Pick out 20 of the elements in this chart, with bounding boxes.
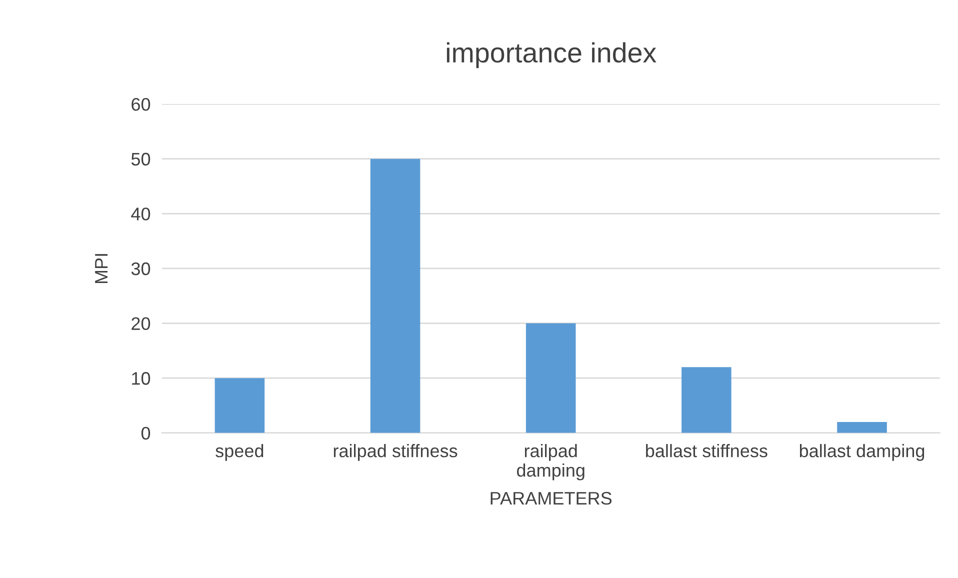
x-tick-label: speed [216,444,264,461]
y-tick-label: 50 [131,152,150,166]
x-axis-title: PARAMETERS [490,492,612,505]
x-tick-label: ballast stiffness [646,444,768,458]
x-tick-label: railpad stiffness [334,444,458,461]
y-axis-title: MPI [95,254,108,284]
bar [682,367,732,433]
y-tick-label: 60 [132,98,150,111]
bar [837,422,887,433]
y-tick-label: 0 [141,426,150,440]
chart-title: importance index [446,42,656,68]
y-tick-label: 40 [131,208,150,220]
y-tick-label: 20 [132,317,150,330]
y-tick-label: 10 [132,372,150,385]
y-tick-label: 30 [131,262,150,276]
x-tick-label: railpad damping [516,444,584,480]
bar [214,378,265,433]
bar [370,158,420,433]
x-tick-label: ballast damping [800,444,924,461]
bar [526,323,576,433]
